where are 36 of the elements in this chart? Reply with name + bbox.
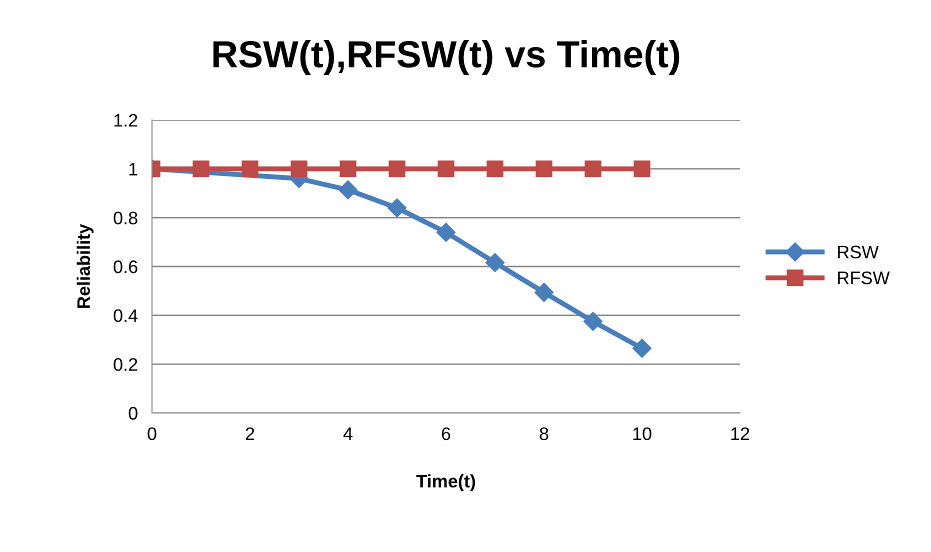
- point: [632, 338, 652, 358]
- point: [634, 160, 650, 178]
- x-tick-label: 8: [540, 427, 548, 440]
- point: [534, 282, 554, 302]
- point: [485, 253, 505, 272]
- y-tick-label: 0: [128, 406, 138, 420]
- y-axis-title: Reliability: [76, 224, 94, 308]
- y-tick-label: 0.8: [114, 212, 138, 224]
- y-tick-label: 0.6: [114, 260, 138, 274]
- point: [388, 160, 406, 178]
- x-tick-label: 10: [633, 427, 652, 440]
- point: [436, 222, 456, 242]
- point: [290, 160, 308, 178]
- point: [338, 180, 358, 200]
- legend-label: RFSW: [838, 271, 890, 284]
- x-tick-label: 12: [731, 427, 750, 440]
- point: [583, 312, 603, 331]
- point: [486, 160, 504, 178]
- x-axis-title: Time(t): [416, 474, 476, 492]
- x-tick-label: 0: [148, 427, 156, 440]
- x-tick-label: 4: [343, 428, 352, 440]
- y-tick-label: 1.2: [114, 114, 138, 127]
- y-tick-label: 1: [129, 162, 138, 176]
- point: [192, 160, 210, 178]
- point: [536, 160, 552, 178]
- x-tick-label: 6: [442, 427, 450, 440]
- chart-title: RSW(t),RFSW(t) vs Time(t): [213, 40, 680, 76]
- point: [438, 160, 454, 178]
- point: [584, 160, 602, 178]
- legend-label: RSW: [838, 246, 879, 258]
- y-tick-label: 0.4: [114, 309, 138, 322]
- point: [242, 160, 258, 178]
- x-tick-label: 2: [246, 427, 254, 440]
- point: [340, 160, 356, 178]
- point: [387, 198, 407, 218]
- y-tick-label: 0.2: [114, 358, 138, 371]
